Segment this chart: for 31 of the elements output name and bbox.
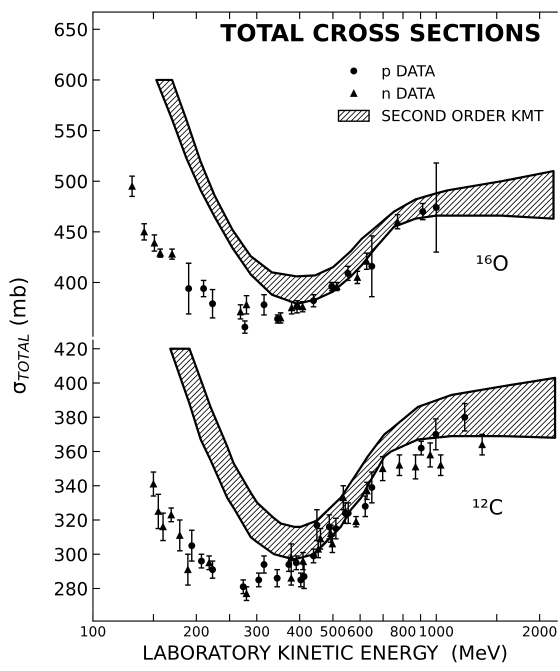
legend-label: n DATA xyxy=(382,88,436,99)
x-tick-label: 300 xyxy=(244,626,270,637)
y-tick-label: 600 xyxy=(54,73,87,88)
y-tick-label: 400 xyxy=(54,276,87,290)
y-tick-label: 280 xyxy=(54,582,87,596)
y-tick-label: 550 xyxy=(55,124,87,138)
annotation: ¹⁶O xyxy=(477,255,508,271)
y-tick-label: 360 xyxy=(55,444,87,459)
annotation: ¹²C xyxy=(473,498,502,515)
y-axis-title: σ$_{TOTAL}$ (mb) xyxy=(10,278,29,394)
y-tick-label: 400 xyxy=(54,376,87,390)
x-axis-title: LABORATORY KINETIC ENERGY (MeV) xyxy=(144,644,506,662)
chart-title: TOTAL CROSS SECTIONS xyxy=(220,24,540,42)
x-tick-label: 800 xyxy=(390,626,416,637)
x-tick-label: 600 xyxy=(348,626,372,637)
x-tick-label: 100 xyxy=(81,626,106,637)
y-tick-label: 500 xyxy=(55,174,87,188)
y-tick-label: 300 xyxy=(55,548,87,562)
y-tick-label: 420 xyxy=(54,342,87,356)
x-tick-label: 1000 xyxy=(420,626,454,637)
legend-label: SECOND ORDER KMT xyxy=(382,110,544,122)
x-tick-label: 500 xyxy=(320,626,346,637)
y-tick-label: 320 xyxy=(55,513,87,528)
x-tick-label: 2000 xyxy=(522,626,556,637)
y-tick-label: 450 xyxy=(54,225,87,239)
y-tick-label: 650 xyxy=(54,22,87,36)
x-tick-label: 200 xyxy=(184,626,209,637)
y-tick-label: 380 xyxy=(55,410,87,424)
y-tick-label: 340 xyxy=(55,479,87,493)
legend-label: p DATA xyxy=(382,65,436,80)
x-tick-label: 400 xyxy=(287,626,312,637)
